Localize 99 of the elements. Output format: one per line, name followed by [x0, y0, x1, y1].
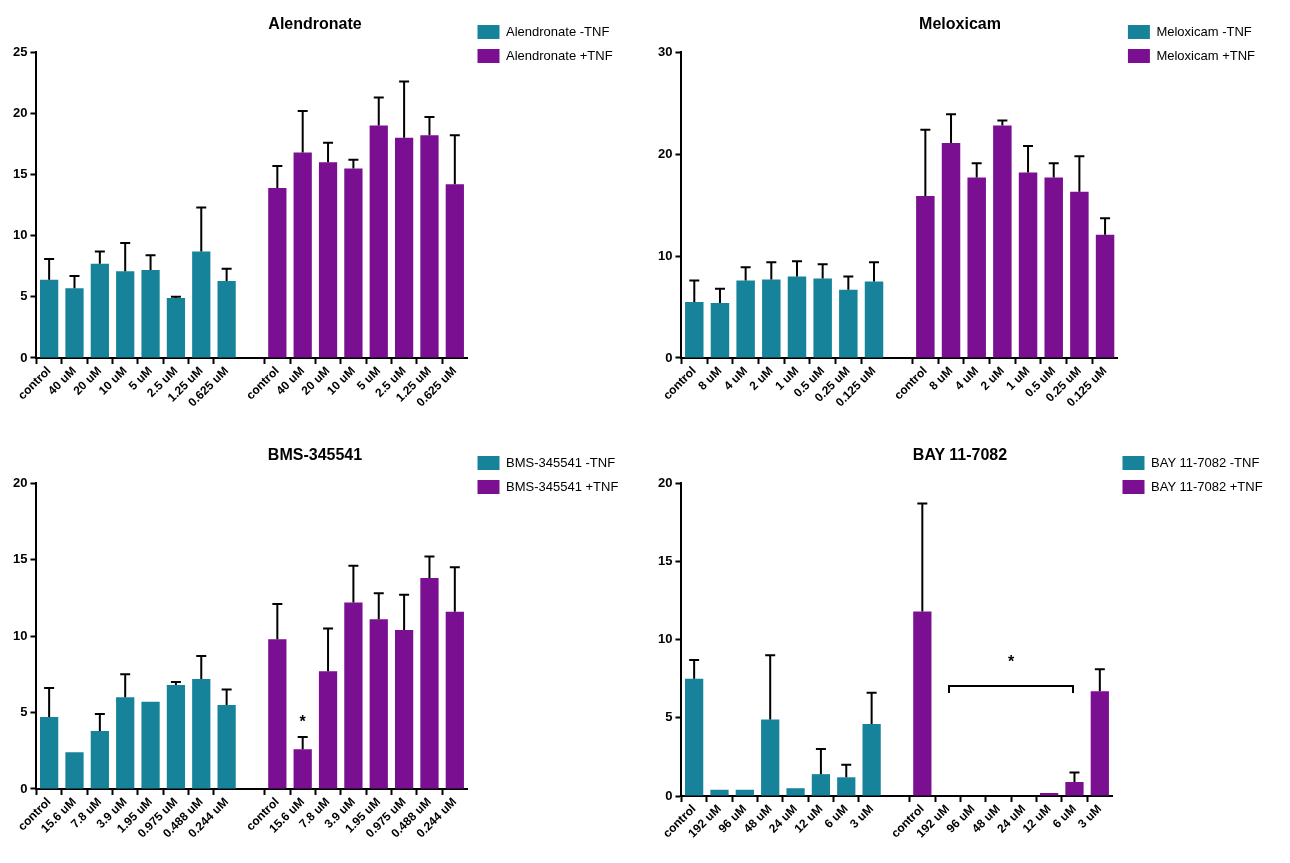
- y-tick-label: 5: [665, 709, 673, 725]
- bar: [685, 678, 704, 796]
- bar: [217, 280, 236, 358]
- bar: [141, 269, 160, 358]
- y-tick-label: 20: [12, 104, 28, 120]
- bar: [864, 281, 884, 358]
- y-tick-label: 5: [20, 288, 28, 304]
- bar: [685, 301, 704, 358]
- bar: [420, 135, 439, 358]
- legend-label: BAY 11-7082 -TNF: [1151, 454, 1260, 470]
- legend-label: Meloxicam +TNF: [1156, 47, 1256, 63]
- y-tick-label: 10: [657, 247, 673, 263]
- bar: [116, 697, 135, 789]
- bar: [761, 719, 780, 796]
- bar: [116, 271, 135, 358]
- y-tick-label: 30: [657, 43, 673, 59]
- bar: [40, 279, 59, 358]
- bar: [916, 195, 935, 358]
- bar: [217, 704, 236, 789]
- bar: [735, 789, 754, 796]
- bar: [787, 276, 807, 358]
- y-tick-label: 10: [12, 627, 28, 643]
- bar: [90, 263, 109, 358]
- y-tick-label: 25: [12, 43, 28, 59]
- legend-label: Alendronate -TNF: [506, 23, 610, 39]
- bar: [65, 752, 84, 789]
- chart-title: Meloxicam: [919, 15, 1001, 33]
- bar: [710, 302, 730, 358]
- bar: [318, 671, 338, 789]
- legend-label: BMS-345541 +TNF: [506, 478, 619, 494]
- bar: [293, 152, 312, 358]
- bar: [1090, 691, 1109, 796]
- bar: [736, 280, 755, 358]
- legend-label: BAY 11-7082 +TNF: [1151, 478, 1263, 494]
- chart-title: BAY 11-7082: [912, 446, 1008, 464]
- bar: [192, 678, 211, 789]
- y-tick-label: 20: [12, 474, 28, 490]
- bar: [813, 278, 832, 358]
- bar: [420, 577, 439, 789]
- bar: [837, 777, 856, 796]
- bar: [762, 279, 781, 358]
- bar: [65, 288, 84, 358]
- y-tick-label: 15: [12, 166, 28, 182]
- y-tick-label: 20: [657, 145, 673, 161]
- bar: [166, 298, 186, 358]
- bar: [1018, 172, 1038, 358]
- annotation: *: [299, 713, 307, 731]
- bar: [369, 125, 388, 358]
- y-tick-label: 20: [657, 474, 673, 490]
- bar: [445, 184, 464, 358]
- bar: [993, 125, 1012, 358]
- y-tick-label: 15: [657, 552, 673, 568]
- bar: [710, 789, 729, 796]
- bar: [369, 619, 388, 789]
- legend-label: BMS-345541 -TNF: [506, 454, 616, 470]
- bar: [1095, 234, 1115, 358]
- y-tick-label: 10: [657, 631, 673, 647]
- x-tick-label: 8 uM: [695, 363, 725, 393]
- bar: [40, 717, 59, 789]
- y-tick-label: 10: [12, 227, 28, 243]
- bar: [1039, 792, 1059, 796]
- x-tick-label: 3 uM: [1075, 801, 1105, 831]
- bar: [344, 168, 363, 358]
- bar: [166, 685, 186, 789]
- y-tick-label: 15: [12, 551, 28, 567]
- bar: [445, 611, 464, 789]
- y-tick-label: 5: [20, 704, 28, 720]
- bar: [90, 730, 109, 789]
- x-tick-label: 8 uM: [926, 363, 956, 393]
- bar: [293, 749, 312, 789]
- y-tick-label: 0: [665, 787, 673, 803]
- annotation: *: [1007, 652, 1015, 670]
- y-tick-label: 0: [665, 349, 673, 365]
- bar: [141, 701, 160, 789]
- bar: [1065, 781, 1084, 796]
- bar: [394, 629, 414, 789]
- bar: [862, 724, 881, 796]
- bar: [839, 289, 858, 358]
- bar: [1044, 177, 1063, 358]
- bar: [967, 177, 986, 358]
- bar: [941, 142, 961, 358]
- bar: [811, 774, 831, 796]
- legend-label: Meloxicam -TNF: [1156, 23, 1252, 39]
- chart-title: BMS-345541: [267, 446, 363, 464]
- bar: [786, 788, 805, 796]
- chart-title: Alendronate: [268, 15, 362, 33]
- bar: [394, 137, 414, 358]
- bar: [913, 611, 932, 796]
- bar: [318, 162, 338, 358]
- bar: [192, 251, 211, 358]
- bar: [268, 639, 287, 789]
- bar: [344, 602, 363, 789]
- legend-label: Alendronate +TNF: [506, 47, 613, 63]
- bar: [268, 187, 287, 358]
- y-tick-label: 0: [20, 780, 28, 796]
- y-tick-label: 0: [20, 349, 28, 365]
- bar: [1070, 191, 1089, 358]
- x-tick-label: 2 uM: [746, 363, 776, 393]
- x-tick-label: 2 uM: [977, 363, 1007, 393]
